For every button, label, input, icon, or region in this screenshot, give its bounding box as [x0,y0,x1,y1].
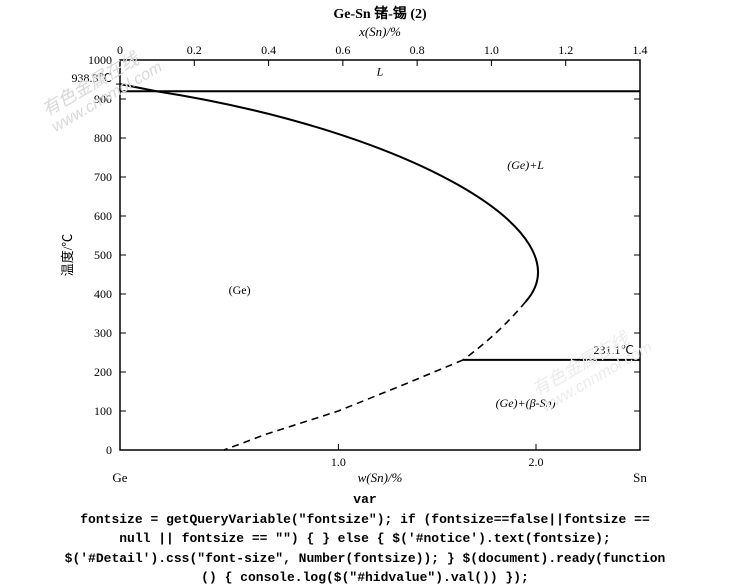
top-tick-label: 0.8 [410,43,425,57]
y-tick-label: 0 [106,443,112,457]
chart-svg: Ge-Sn 锗-锡 (2) x(Sn)/% 0 0.2 0.4 0.6 0.8 1.0 1.2 1… [0,0,730,500]
bottom-left-end: Ge [112,470,127,485]
y-tick-label: 1000 [88,53,112,67]
bottom-right-end: Sn [633,470,647,485]
page-root: Ge-Sn 锗-锡 (2) x(Sn)/% 0 0.2 0.4 0.6 0.8 1.0 1.2 1… [0,0,730,579]
top-tick-label: 1.2 [558,43,573,57]
top-tick-label: 0.4 [261,43,276,57]
bottom-axis-label: w(Sn)/% [358,470,403,485]
raw-code-text: var fontsize = getQueryVariable("fontsiz… [0,490,730,588]
chart-title: Ge-Sn 锗-锡 (2) [333,5,427,22]
point-label: 231.1℃ [594,343,634,357]
y-tick-label: 200 [94,365,112,379]
y-tick-label: 700 [94,170,112,184]
y-tick-label: 800 [94,131,112,145]
y-tick-label: 100 [94,404,112,418]
top-tick-label: 1.4 [633,43,648,57]
y-tick-label: 400 [94,287,112,301]
region-label: L [376,65,384,79]
y-tick-label: 900 [94,92,112,106]
y-tick-label: 300 [94,326,112,340]
y-tick-label: 500 [94,248,112,262]
solvus-curve [156,91,538,302]
bottom-tick-label: 1.0 [331,455,346,469]
top-axis-label: x(Sn)/% [358,24,401,39]
phase-diagram-chart: Ge-Sn 锗-锡 (2) x(Sn)/% 0 0.2 0.4 0.6 0.8 1.0 1.2 1… [0,0,730,500]
top-tick-label: 0.6 [335,43,350,57]
point-label: 938.3℃ [72,71,112,85]
top-tick-label: 1.0 [484,43,499,57]
top-tick-label: 0 [117,43,123,57]
plot-frame [120,60,640,450]
melting-slope [120,84,156,91]
region-label: (Ge)+(β-Sn) [496,396,556,410]
top-tick-label: 0.2 [187,43,202,57]
region-label: (Ge) [229,283,251,297]
bottom-tick-label: 2.0 [529,455,544,469]
solvus-dashed [463,302,525,360]
region-label: (Ge)+L [507,158,544,172]
y-axis-label: 温度/℃ [60,234,75,277]
y-tick-label: 600 [94,209,112,223]
lower-dashed [224,360,463,450]
